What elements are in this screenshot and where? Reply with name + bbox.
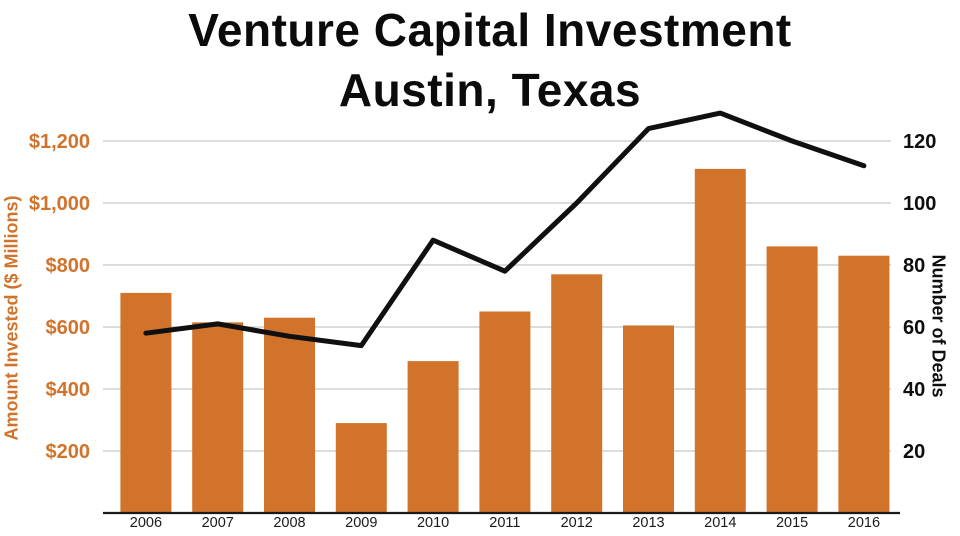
bar-2014 [694,168,746,513]
x-tick-2011: 2011 [489,515,520,531]
deals-line [143,110,867,349]
right-tick-100: 100 [903,193,936,215]
right-tick-40: 40 [903,379,925,401]
x-tick-2009: 2009 [345,515,377,531]
bar-2006 [120,292,172,513]
left-tick-800: $800 [46,255,91,277]
x-tick-2008: 2008 [273,515,305,531]
left-tick-600: $600 [46,317,91,339]
bar-2007 [192,322,244,513]
right-tick-80: 80 [903,255,925,277]
right-tick-20: 20 [903,441,925,463]
x-tick-2015: 2015 [776,515,808,531]
chart-title: Venture Capital Investment Austin, Texas [20,0,960,120]
bar-2016 [838,255,890,513]
x-tick-2007: 2007 [202,515,234,531]
chart-title-line2: Austin, Texas [338,64,642,116]
right-tick-120: 120 [903,131,936,153]
x-tick-2010: 2010 [417,515,449,531]
x-tick-2013: 2013 [632,515,664,531]
chart-title-line1: Venture Capital Investment [188,4,792,56]
bar-2011 [479,311,531,513]
left-tick-200: $200 [46,441,91,463]
bar-2009 [335,423,387,513]
x-tick-2016: 2016 [848,515,880,531]
bar-2015 [766,246,818,513]
x-tick-2006: 2006 [130,515,162,531]
x-tick-2012: 2012 [561,515,593,531]
bar-2012 [551,274,603,513]
bar-2008 [264,317,315,513]
bar-2013 [623,325,674,513]
left-tick-1000: $1,000 [29,193,90,215]
left-tick-400: $400 [46,379,91,401]
left-tick-1200: $1,200 [29,131,90,153]
x-tick-2014: 2014 [704,515,736,531]
bar-2010 [407,361,459,513]
right-tick-60: 60 [903,317,925,339]
